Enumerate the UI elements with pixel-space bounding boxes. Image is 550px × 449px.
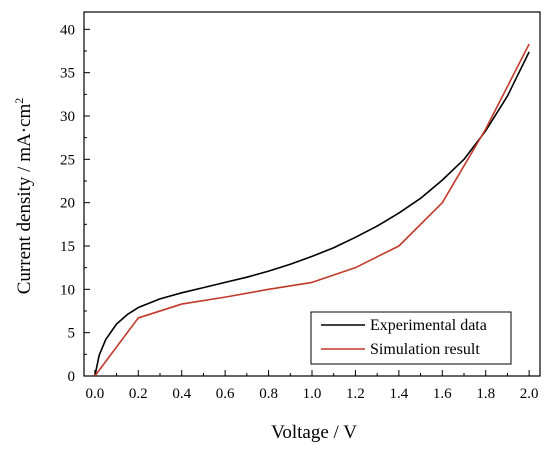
legend-label-simulation: Simulation result <box>370 341 480 358</box>
x-tick-label: 1.2 <box>346 386 365 402</box>
legend-label-experimental: Experimental data <box>370 317 487 334</box>
x-tick-label: 1.4 <box>389 386 408 402</box>
x-tick-label: 1.8 <box>476 386 495 402</box>
y-axis-title-sup: 2 <box>12 98 26 104</box>
legend-box <box>310 311 512 365</box>
y-axis-title: Current density / mA·cm2 <box>12 98 35 295</box>
series-group <box>94 43 530 377</box>
y-tick-label: 25 <box>60 152 75 168</box>
x-tick-label: 1.0 <box>303 386 322 402</box>
x-tick-label: 1.6 <box>433 386 452 402</box>
y-tick-label: 0 <box>68 369 76 385</box>
axes: 0.0 0.2 0.4 0.6 0.8 1.0 1.2 1.4 1.6 1.8 2.0 0 5 10 15 2… <box>60 22 539 402</box>
x-axis-title: Voltage / V <box>271 422 357 443</box>
legend: Experimental data Simulation result <box>310 311 512 365</box>
y-tick-label: 35 <box>60 66 75 82</box>
x-tick-label: 0.8 <box>259 386 278 402</box>
y-tick-label: 20 <box>60 196 75 212</box>
x-tick-label: 2.0 <box>520 386 539 402</box>
x-tick-label: 0.2 <box>129 386 148 402</box>
series-line-experimental-data <box>94 51 530 377</box>
y-axis-title-main: Current density / mA·cm <box>14 104 35 295</box>
series-line-simulation-result <box>94 43 530 377</box>
x-tick-label: 0.4 <box>172 386 191 402</box>
y-tick-label: 15 <box>60 239 75 255</box>
y-tick-label: 40 <box>60 22 75 38</box>
x-tick-label: 0.0 <box>85 386 104 402</box>
x-tick-label: 0.6 <box>216 386 235 402</box>
y-tick-label: 30 <box>60 109 75 125</box>
y-tick-label: 10 <box>60 282 75 298</box>
y-tick-label: 5 <box>68 326 76 342</box>
